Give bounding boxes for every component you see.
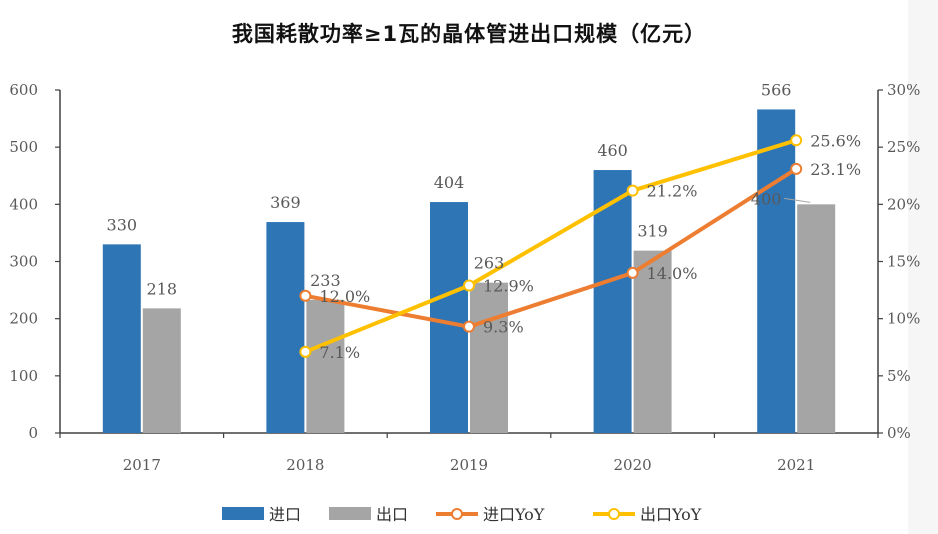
y-tick-label-left: 500 [9, 138, 38, 156]
legend-label: 出口YoY [640, 505, 702, 524]
import-yoy-point [626, 266, 639, 279]
y-tick-label-right: 20% [887, 195, 920, 213]
labels-group: 330 369 404 460 566 218 233 263 319 400 12.0% 9.3% 1… [107, 80, 862, 361]
y-tick-label-right: 0% [887, 424, 911, 442]
y-tick-label-right: 5% [887, 367, 911, 385]
y-tick-label-left: 400 [9, 195, 38, 213]
export-bar [470, 282, 508, 433]
export-yoy-point [790, 134, 803, 147]
import-yoy-point [463, 320, 475, 333]
export-yoy-label: 25.6% [810, 131, 861, 150]
export-yoy-line [304, 138, 797, 354]
export-yoy-point [299, 345, 312, 358]
legend-swatch-marker [608, 508, 620, 520]
y-tick-label-left: 0 [28, 424, 38, 442]
import-value-label: 566 [761, 80, 792, 99]
y-tick-label-left: 600 [9, 81, 38, 99]
import-value-label: 404 [434, 173, 465, 192]
export-bar [797, 204, 836, 433]
chart-title: 我国耗散功率≥1瓦的晶体管进出口规模（亿元） [231, 22, 707, 46]
legend: 进口 出口 进口YoY 出口YoY [222, 505, 702, 524]
legend-swatch-marker [451, 508, 463, 520]
lines-group [299, 134, 803, 358]
x-tick-label: 2021 [777, 456, 815, 474]
import-yoy-label: 14.0% [647, 264, 698, 283]
legend-swatch-bar [329, 507, 371, 520]
legend-swatch-bar [222, 507, 264, 520]
y-tick-label-left: 300 [9, 253, 38, 271]
import-bar [593, 170, 632, 434]
legend-label: 进口 [269, 505, 301, 524]
import-yoy-label: 12.0% [319, 287, 370, 306]
export-yoy-point [463, 279, 475, 292]
export-yoy-label: 21.2% [647, 182, 698, 201]
export-bar [633, 250, 672, 433]
y-tick-label-right: 15% [887, 253, 920, 271]
export-yoy-label: 12.9% [483, 277, 534, 296]
export-bar [306, 299, 345, 433]
export-bar [142, 308, 181, 433]
y-tick-label-right: 30% [887, 81, 920, 99]
legend-label: 出口 [376, 505, 408, 524]
export-value-label: 263 [474, 254, 505, 273]
import-yoy-line [305, 167, 798, 329]
import-value-label: 369 [270, 193, 301, 212]
import-yoy-point [790, 162, 803, 175]
import-bar [266, 222, 305, 433]
y-tick-label-right: 10% [887, 310, 920, 328]
import-value-label: 330 [107, 215, 138, 234]
legend-label: 进口YoY [483, 505, 545, 524]
import-bar [102, 244, 141, 433]
export-value-label: 233 [310, 271, 341, 290]
x-tick-label: 2017 [123, 456, 161, 474]
y-tick-label-left: 100 [9, 367, 38, 385]
import-value-label: 460 [597, 141, 628, 160]
export-value-label: 319 [637, 222, 668, 241]
bars-group [102, 109, 836, 434]
right-edge-strip [908, 0, 938, 534]
import-yoy-point [299, 289, 312, 302]
export-value-label: 218 [147, 279, 178, 298]
export-yoy-point [626, 184, 639, 197]
axes-group: 0 100 200 300 400 500 600 0% 5% 10% 15% 20% 25% 30% 20… [9, 81, 920, 474]
export-yoy-label: 7.1% [319, 343, 360, 362]
x-tick-label: 2019 [450, 456, 488, 474]
import-bar [430, 202, 468, 433]
y-tick-label-right: 25% [887, 138, 920, 156]
export-value-label: 400 [751, 189, 782, 208]
x-tick-label: 2018 [286, 456, 324, 474]
import-bar [757, 109, 796, 433]
import-yoy-label: 9.3% [483, 318, 524, 337]
y-tick-label-left: 200 [9, 310, 38, 328]
export-label-leader [784, 197, 811, 203]
x-tick-label: 2020 [614, 456, 652, 474]
import-yoy-label: 23.1% [810, 160, 861, 179]
